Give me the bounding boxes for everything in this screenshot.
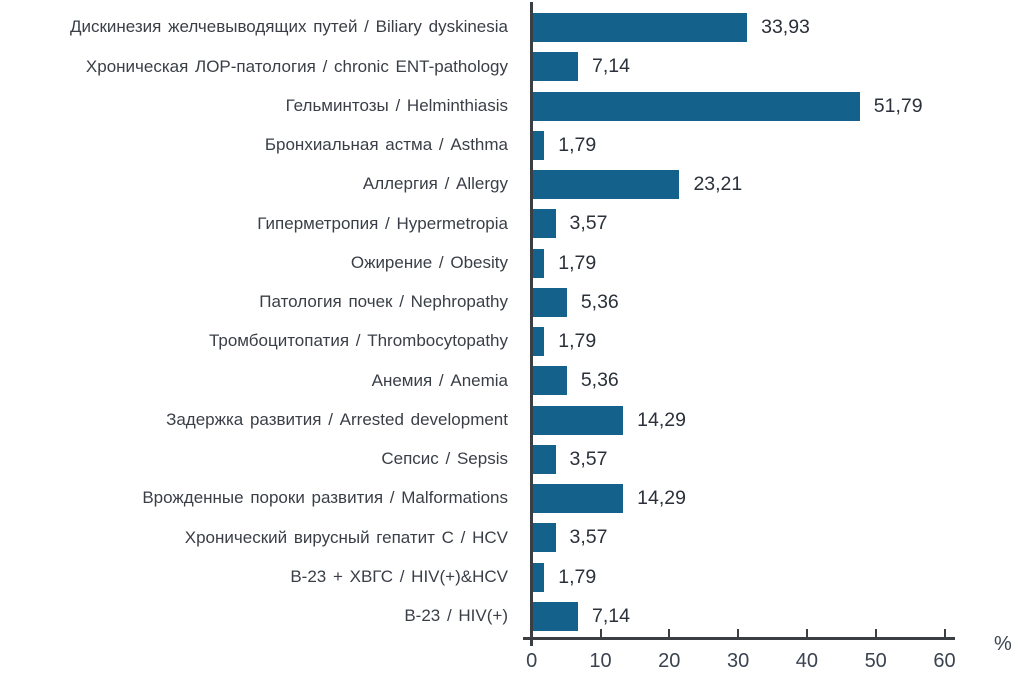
chart-row: Врожденные пороки развития / Malformatio…: [0, 479, 1024, 518]
y-axis-line: [530, 2, 533, 646]
bar-zone: 3,57: [533, 518, 607, 557]
value-label: 7,14: [592, 55, 630, 78]
value-label: 1,79: [558, 133, 597, 156]
value-label: 33,93: [761, 16, 810, 39]
bar-zone: 1,79: [533, 322, 596, 361]
category-label: Тромбоцитопатия / Thrombocytopathy: [208, 331, 508, 351]
bar: [533, 209, 556, 239]
value-label: 23,21: [693, 173, 743, 196]
bar: [533, 170, 680, 200]
category-label: В-23 / HIV(+): [404, 606, 508, 626]
tick-mark: [599, 629, 602, 637]
bar-zone: 1,79: [533, 244, 596, 283]
tick-label: 60: [933, 650, 956, 672]
bar-zone: 7,14: [533, 47, 630, 86]
tick-label: 10: [589, 650, 612, 672]
value-label: 1,79: [558, 565, 597, 588]
chart-row: Анемия / Anemia 5,36: [0, 361, 1024, 400]
bar-zone: 1,79: [533, 126, 596, 165]
chart-row: Хронический вирусный гепатит С / HCV 3,57: [0, 518, 1024, 557]
tick-label: 40: [795, 650, 819, 672]
bar: [533, 287, 567, 317]
tick-mark: [805, 629, 808, 637]
value-label: 5,36: [580, 369, 619, 392]
category-label: Хронический вирусный гепатит С / HCV: [184, 527, 508, 547]
tick-label: 50: [864, 650, 887, 672]
bar: [533, 327, 545, 357]
tick-mark: [943, 629, 946, 637]
category-label: Анемия / Anemia: [371, 370, 508, 390]
value-label: 3,57: [569, 447, 608, 470]
chart-row: Гиперметропия / Hypermetropia 3,57: [0, 204, 1024, 243]
category-label: Гиперметропия / Hypermetropia: [257, 213, 508, 233]
bar-zone: 1,79: [533, 558, 596, 597]
bar: [533, 562, 545, 592]
category-label: Сепсис / Sepsis: [381, 449, 508, 469]
tick-label: 0: [526, 650, 538, 672]
chart-row: Задержка развития / Arrested development…: [0, 401, 1024, 440]
bar-zone: 33,93: [533, 8, 810, 47]
percent-axis-label: %: [994, 633, 1012, 655]
value-label: 3,57: [569, 526, 608, 549]
bar: [533, 405, 624, 435]
category-label: Дискинезия желчевыводящих путей / Biliar…: [69, 17, 508, 37]
chart-row: Ожирение / Obesity 1,79: [0, 244, 1024, 283]
value-label: 14,29: [637, 408, 686, 431]
chart-row: Тромбоцитопатия / Thrombocytopathy 1,79: [0, 322, 1024, 361]
category-label: Гельминтозы / Helminthiasis: [285, 95, 508, 115]
chart-row: Гельминтозы / Helminthiasis 51,79: [0, 87, 1024, 126]
value-label: 1,79: [558, 330, 597, 353]
bar-zone: 3,57: [533, 204, 607, 243]
bar-zone: 5,36: [533, 361, 619, 400]
tick-mark: [668, 629, 671, 637]
value-label: 3,57: [569, 212, 608, 235]
bar: [533, 130, 545, 160]
tick-mark: [737, 629, 740, 637]
category-label: Ожирение / Obesity: [350, 252, 508, 272]
chart-row: Хроническая ЛОР-патология / chronic ENT-…: [0, 47, 1024, 86]
tick-label: 30: [726, 650, 750, 672]
category-label: Задержка развития / Arrested development: [166, 409, 508, 429]
bar-zone: 23,21: [533, 165, 742, 204]
bar: [533, 444, 556, 474]
x-axis-line: [523, 637, 955, 640]
bar: [533, 523, 556, 553]
value-label: 7,14: [592, 604, 630, 627]
chart-row: Дискинезия желчевыводящих путей / Biliar…: [0, 8, 1024, 47]
category-label: Хроническая ЛОР-патология / chronic ENT-…: [85, 56, 508, 76]
chart-row: Сепсис / Sepsis 3,57: [0, 440, 1024, 479]
tick-mark: [874, 629, 877, 637]
category-label: Патология почек / Nephropathy: [259, 292, 508, 312]
chart-row: Патология почек / Nephropathy 5,36: [0, 283, 1024, 322]
category-label: Бронхиальная астма / Asthma: [264, 135, 508, 155]
bar: [533, 91, 860, 121]
category-label: Врожденные пороки развития / Malformatio…: [142, 488, 508, 508]
bar: [533, 13, 748, 43]
bar: [533, 484, 624, 514]
chart-rows: Дискинезия желчевыводящих путей / Biliar…: [0, 8, 1024, 636]
tick-label: 20: [658, 650, 681, 672]
chart-row: Аллергия / Allergy 23,21: [0, 165, 1024, 204]
category-label: В-23 + ХВГС / HIV(+)&HCV: [290, 566, 508, 586]
value-label: 51,79: [873, 94, 923, 117]
bar-zone: 51,79: [533, 87, 923, 126]
chart-row: Бронхиальная астма / Asthma 1,79: [0, 126, 1024, 165]
bar-zone: 5,36: [533, 283, 619, 322]
bar-zone: 14,29: [533, 401, 686, 440]
value-label: 14,29: [637, 487, 686, 510]
chart-row: В-23 / HIV(+) 7,14: [0, 597, 1024, 636]
bar: [533, 248, 545, 278]
bar-zone: 14,29: [533, 479, 686, 518]
bar-zone: 7,14: [533, 597, 630, 636]
value-label: 1,79: [558, 251, 597, 274]
bar: [533, 366, 567, 396]
bar: [533, 52, 579, 82]
value-label: 5,36: [580, 290, 619, 313]
bar-zone: 3,57: [533, 440, 607, 479]
chart-row: В-23 + ХВГС / HIV(+)&HCV 1,79: [0, 558, 1024, 597]
category-label: Аллергия / Allergy: [362, 174, 508, 194]
bar: [533, 601, 579, 631]
